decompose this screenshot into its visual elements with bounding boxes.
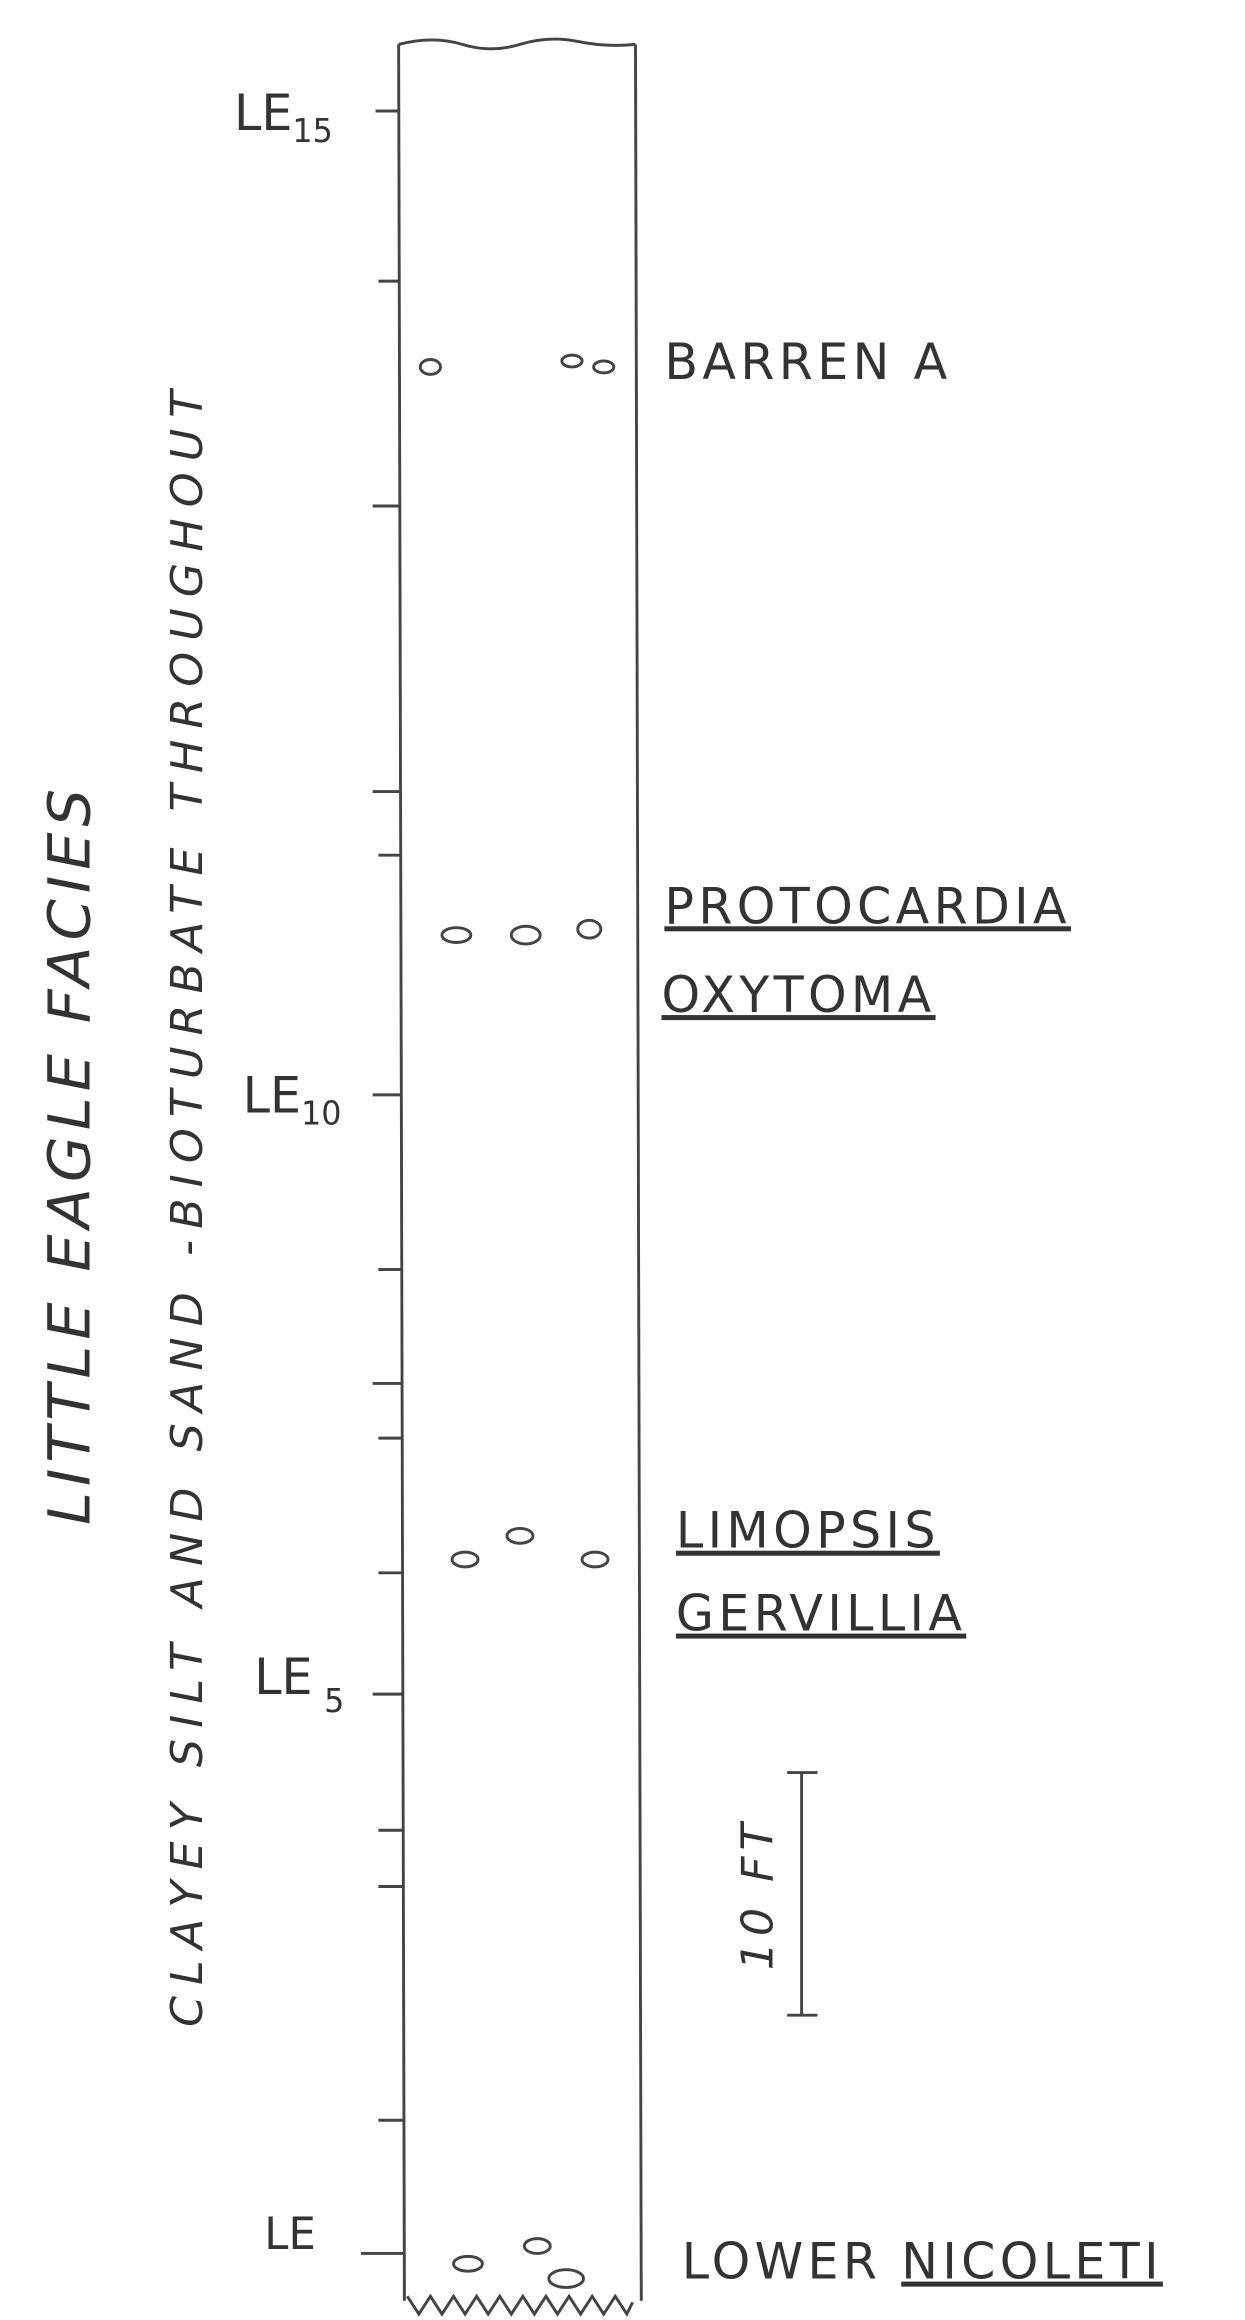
bed-label: GERVILLIA <box>676 1584 966 1643</box>
column-top <box>399 39 636 49</box>
level-label: LE <box>264 2208 316 2260</box>
bed-label: PROTOCARDIA <box>664 877 1071 936</box>
column-right <box>635 44 641 2300</box>
ticks <box>361 111 404 2253</box>
facies-description: CLAYEY SILT AND SAND -BIOTURBATE THROUGH… <box>163 385 213 2027</box>
level-label: LE10 <box>243 1066 342 1132</box>
column-left <box>399 44 405 2300</box>
scale-label: 10 FT <box>733 1817 783 1970</box>
fossils <box>420 355 614 2287</box>
bed-label: OXYTOMA <box>661 965 935 1024</box>
bed-label: LIMOPSIS <box>676 1501 940 1560</box>
page: {"title": "LITTLE EAGLE FACIES", "descri… <box>0 0 1245 2320</box>
column-base <box>407 2296 632 2314</box>
facies-title: LITTLE EAGLE FACIES <box>36 783 103 1525</box>
level-label: LE15 <box>234 84 333 150</box>
bed-label: LOWER NICOLETI <box>682 2232 1163 2291</box>
scale-bar <box>787 1773 817 2016</box>
diagram: LE15 LE10 LE5 LE LITTLE EAGLE FACIES CLA… <box>0 0 1245 2320</box>
bed-label: BARREN A <box>664 332 951 391</box>
